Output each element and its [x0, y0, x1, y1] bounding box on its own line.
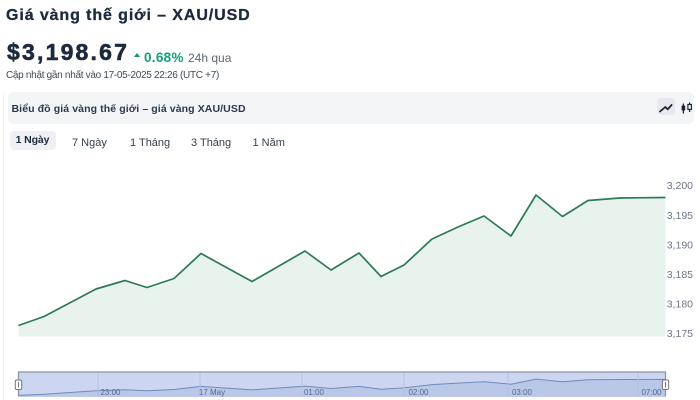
svg-text:02:00: 02:00	[408, 388, 429, 397]
svg-text:3,190: 3,190	[667, 240, 693, 252]
svg-text:3,200: 3,200	[667, 180, 693, 192]
svg-text:3,195: 3,195	[667, 210, 693, 222]
svg-text:01:00: 01:00	[304, 388, 325, 397]
svg-text:03:00: 03:00	[512, 388, 533, 397]
svg-text:17 May: 17 May	[199, 388, 225, 397]
svg-text:3,175: 3,175	[667, 328, 693, 340]
svg-text:07:00: 07:00	[641, 388, 662, 397]
svg-text:3,180: 3,180	[667, 299, 693, 311]
svg-text:23:00: 23:00	[100, 388, 121, 397]
svg-text:3,185: 3,185	[667, 269, 693, 281]
